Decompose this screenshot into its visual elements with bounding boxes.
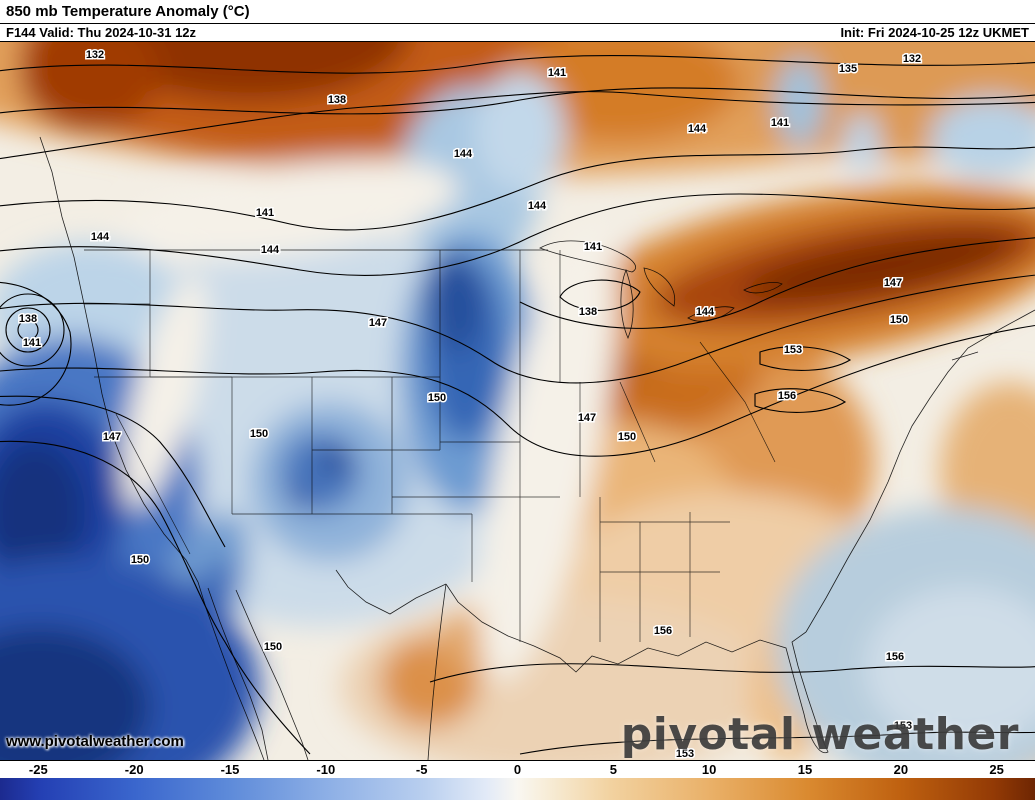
contour-label: 144: [528, 200, 547, 212]
contour-label: 156: [886, 651, 904, 663]
colorbar-tick-label: -20: [124, 762, 144, 777]
contour-label: 141: [771, 117, 789, 129]
colorbar-tick-label: 5: [609, 762, 617, 777]
colorbar-tick-label: 0: [513, 762, 522, 777]
contour-label: 156: [778, 390, 796, 402]
mexico-gulf-coast: [427, 583, 447, 760]
lake-huron: [643, 267, 676, 307]
page-title: 850 mb Temperature Anomaly (°C): [6, 3, 250, 20]
contour-label: 135: [839, 63, 857, 75]
contour-label: 150: [131, 554, 149, 566]
contour-label: 132: [86, 49, 104, 61]
colorbar-tick-label: 15: [797, 762, 813, 777]
anomaly-fill-layer: [0, 42, 1035, 760]
contour-label: 156: [654, 625, 672, 637]
header-info-row: F144 Valid: Thu 2024-10-31 12z Init: Fri…: [0, 23, 1035, 41]
colorbar-tick-label: -10: [316, 762, 336, 777]
map-area: 132 132 135 138 141 141 144 144 141 144 144 144 138 1…: [0, 41, 1035, 761]
contour-label: 132: [903, 53, 921, 65]
contour-label: 147: [369, 317, 387, 329]
contour-label: 153: [784, 344, 802, 356]
contour-label: 138: [579, 306, 597, 318]
gulf-coastline: [445, 583, 829, 754]
contour-label: 153: [894, 720, 912, 732]
contour-label: 150: [428, 392, 446, 404]
contour-label: 147: [578, 412, 596, 424]
baja-inner-coast: [207, 587, 269, 760]
contour-label: 144: [261, 244, 280, 256]
colorbar-tick-label: -15: [220, 762, 240, 777]
rio-grande-border: [335, 569, 447, 615]
contour-label: 147: [103, 431, 121, 443]
init-time-label: Init: Fri 2024-10-25 12z UKMET: [840, 25, 1029, 40]
contour-label: 141: [584, 241, 602, 253]
pacific-coastline: [39, 136, 265, 760]
contour-label: 144: [454, 148, 473, 160]
watermark-url: www.pivotalweather.com: [6, 733, 184, 750]
contour-label: 150: [264, 641, 282, 653]
contour-label: 144: [91, 231, 110, 243]
contour-label: 150: [618, 431, 636, 443]
contour-label: 138: [19, 313, 37, 325]
pivotal-weather-logo: pivotal weather: [620, 709, 1019, 760]
map-svg: 132 132 135 138 141 141 144 144 141 144 144 144 138 1…: [0, 42, 1035, 760]
lake-superior: [539, 240, 636, 273]
lake-ontario: [743, 282, 783, 294]
valid-time-label: F144 Valid: Thu 2024-10-31 12z: [6, 25, 197, 40]
colorbar-tick-label: 20: [893, 762, 909, 777]
colorbar-tick-label: 10: [701, 762, 717, 777]
state-borders: [84, 250, 776, 642]
contour-label: 147: [884, 277, 902, 289]
contour-lines: [0, 54, 1035, 755]
colorbar-gradient: [0, 778, 1035, 800]
contour-label: 138: [328, 94, 346, 106]
long-island: [951, 351, 979, 361]
contour-label: 141: [23, 337, 41, 349]
contour-label: 141: [256, 207, 274, 219]
geography-borders: [39, 136, 1035, 760]
contour-label: 144: [696, 306, 715, 318]
lake-erie: [687, 306, 735, 322]
contour-label: 150: [250, 428, 268, 440]
contour-label: 150: [890, 314, 908, 326]
contour-labels-layer: 132 132 135 138 141 141 144 144 141 144 144 144 138 1…: [17, 48, 922, 761]
colorbar-tick-label: -5: [415, 762, 428, 777]
atlantic-coastline: [805, 309, 1035, 633]
colorbar-tick-row: -25 -20 -15 -10 -5 0 5 10 15 20 25: [0, 761, 1035, 778]
contour-label: 144: [688, 123, 707, 135]
colorbar-tick-label: -25: [28, 762, 48, 777]
colorbar-tick-label: 25: [989, 762, 1004, 777]
contour-label: 153: [676, 748, 694, 760]
lake-michigan: [620, 268, 634, 340]
contour-label: 141: [548, 67, 566, 79]
